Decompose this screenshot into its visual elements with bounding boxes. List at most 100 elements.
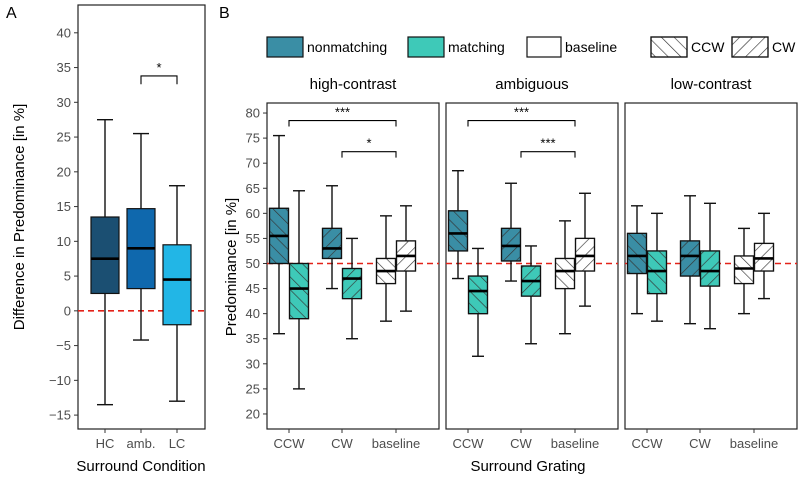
legend-swatch: [526, 36, 562, 58]
facet-low-contrast: low-contrast CCW CW baseline: [624, 76, 798, 451]
legend-label: CW: [772, 39, 796, 55]
panel-a-x-tick-label: LC: [169, 436, 186, 451]
panel-b-chart: nonmatching matching baseline CCW CW 20 25 30 3…: [223, 36, 798, 475]
legend-item-nonmatching: nonmatching: [266, 36, 387, 58]
legend-swatch: [407, 36, 445, 58]
box-hatch: [447, 210, 469, 252]
significance-bracket: [140, 75, 178, 85]
legend-swatch: [266, 36, 304, 58]
panel-b-y-tick-label: 40: [246, 306, 260, 321]
legend-item-matching: matching: [407, 36, 505, 58]
legend-label: nonmatching: [307, 39, 387, 55]
panel-a-y-tick-label: 15: [57, 199, 71, 214]
box-body: [162, 244, 192, 326]
panel-b-y-tick-label: 35: [246, 331, 260, 346]
panel-b-y-tick-label: 75: [246, 131, 260, 146]
panel-b-y-ticks: 20 25 30 35 40 45 50 55 60 65 70 75 80: [246, 106, 267, 421]
panel-a-y-tick-label: 0: [64, 303, 71, 318]
panel-a-significance: *: [140, 60, 178, 85]
panel-a-y-tick-label: 25: [57, 130, 71, 145]
box-cw-matching: [341, 237, 363, 340]
box-hatch: [699, 250, 721, 287]
facet-frame: [445, 102, 619, 430]
significance-bracket: [467, 120, 576, 127]
panel-b-letter: B: [219, 5, 230, 22]
panel-a-box-amb: [126, 132, 156, 341]
legend-label: CCW: [691, 39, 725, 55]
x-tick-label: baseline: [730, 436, 778, 451]
panel-a-x-axis-title: Surround Condition: [76, 458, 205, 475]
box-hatch: [679, 240, 701, 277]
legend-item-ccw: CCW: [650, 36, 725, 58]
x-tick-label: CCW: [631, 436, 663, 451]
facet-frame: [266, 102, 440, 430]
facet-title: low-contrast: [671, 76, 753, 93]
box-hatch: [288, 262, 310, 320]
panel-a-box-lc: [162, 185, 192, 402]
significance-label: *: [156, 60, 161, 75]
panel-a-y-tick-label: −5: [56, 338, 71, 353]
x-tick-label: baseline: [372, 436, 420, 451]
significance-label: *: [366, 136, 371, 151]
significance-bracket: [288, 120, 397, 127]
box-baseline-ccw: [375, 215, 397, 322]
panel-b-y-tick-label: 45: [246, 281, 260, 296]
significance-label: ***: [335, 105, 350, 120]
panel-a-y-tick-label: 35: [57, 60, 71, 75]
box-cw-nonmatching: [679, 195, 701, 325]
box-ccw-matching: [288, 190, 310, 390]
box-baseline-ccw: [733, 227, 755, 315]
box-hatch: [341, 267, 363, 300]
panel-b-y-tick-label: 80: [246, 106, 260, 121]
panel-a-x-tick-label: amb.: [127, 436, 156, 451]
box-hatch: [554, 257, 576, 290]
box-hatch: [467, 275, 489, 315]
panel-b-y-tick-label: 25: [246, 381, 260, 396]
box-baseline-cw: [574, 192, 596, 307]
x-tick-label: baseline: [551, 436, 599, 451]
significance-bracket: [341, 151, 397, 158]
panel-a-x-tick-label: HC: [96, 436, 115, 451]
box-cw-nonmatching: [321, 185, 343, 290]
legend-swatch-hatch: [731, 36, 769, 58]
panel-b-y-tick-label: 60: [246, 206, 260, 221]
panel-a-x-ticks: HC amb. LC: [96, 429, 186, 451]
panel-b-y-tick-label: 65: [246, 181, 260, 196]
panel-a-y-tick-label: 10: [57, 234, 71, 249]
significance-bracket: [520, 151, 576, 158]
panel-a-y-tick-label: 30: [57, 95, 71, 110]
x-tick-label: CCW: [273, 436, 305, 451]
panel-b-x-axis-title: Surround Grating: [470, 458, 585, 475]
box-ccw-nonmatching: [626, 205, 648, 315]
box-hatch: [321, 227, 343, 260]
x-tick-label: CW: [331, 436, 353, 451]
box-hatch: [626, 232, 648, 275]
panel-a-y-tick-label: 20: [57, 164, 71, 179]
x-tick-label: CW: [510, 436, 532, 451]
panel-a-letter: A: [6, 5, 17, 22]
panel-a-y-ticks: −15 −10 −5 0 5 10 15 20 25 30 35 40: [49, 25, 78, 423]
facet-ambiguous: ambiguous CCW CW baseline *** ***: [445, 76, 619, 451]
box-ccw-matching: [467, 247, 489, 357]
legend-swatch-hatch: [650, 36, 688, 58]
significance-label: ***: [540, 136, 555, 151]
box-baseline-cw: [753, 212, 775, 300]
box-cw-matching: [520, 245, 542, 345]
x-tick-label: CW: [689, 436, 711, 451]
box-cw-matching: [699, 202, 721, 330]
panel-a-y-tick-label: 40: [57, 25, 71, 40]
legend-item-baseline: baseline: [526, 36, 617, 58]
box-ccw-nonmatching: [447, 170, 469, 280]
panel-b-y-tick-label: 20: [246, 406, 260, 421]
box-body: [90, 216, 120, 295]
facet-title: ambiguous: [495, 76, 568, 93]
panel-a-y-tick-label: −10: [49, 373, 71, 388]
significance-label: ***: [514, 105, 529, 120]
legend-label: baseline: [565, 39, 617, 55]
box-ccw-nonmatching: [268, 134, 290, 335]
legend-label: matching: [448, 39, 505, 55]
facet-title: high-contrast: [310, 76, 398, 93]
panel-a-chart: −15 −10 −5 0 5 10 15 20 25 30 35 40 * HC amb. LC Surr…: [11, 4, 206, 475]
